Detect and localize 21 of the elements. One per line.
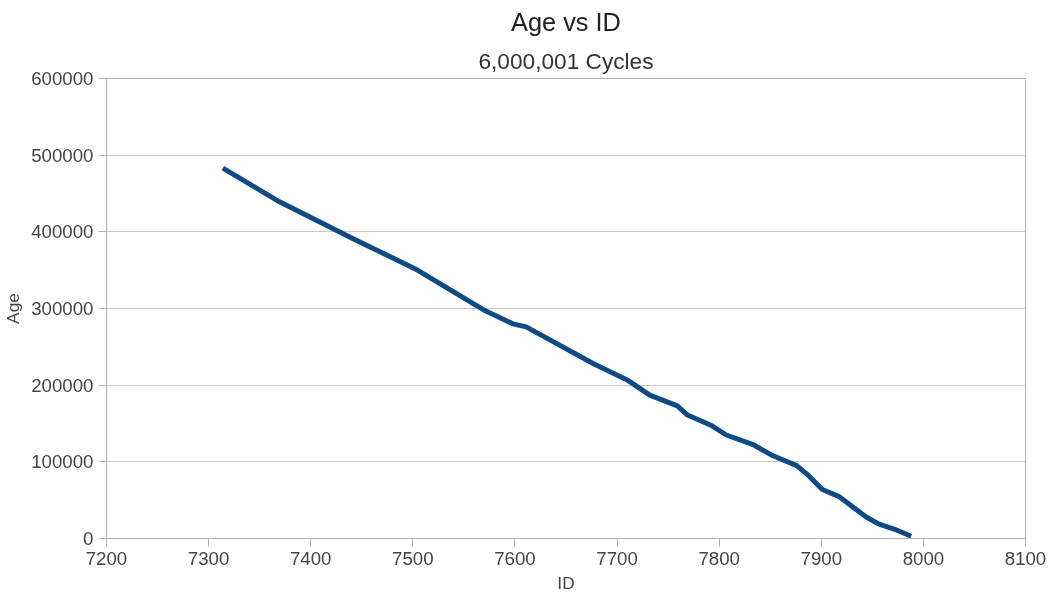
y-axis-title: Age [3,293,24,324]
x-tick-label: 8100 [1004,547,1047,569]
x-tick-label: 7400 [289,547,332,569]
y-tick-label: 600000 [31,68,94,89]
x-tick-label: 7900 [800,547,843,569]
y-tick-label: 100000 [31,451,94,473]
x-tick-label: 7600 [494,547,536,569]
x-tick-label: 7200 [85,547,128,569]
y-tick-label: 300000 [31,298,94,319]
y-tick-label: 0 [83,528,94,549]
chart-subtitle: 6,000,001 Cycles [478,47,654,74]
x-tick-label: 7500 [392,547,434,569]
x-axis-title: ID [557,572,575,593]
y-tick-label: 400000 [31,221,94,243]
x-tick-label: 7800 [698,547,740,569]
x-tick-label: 7300 [187,547,230,569]
x-tick-label: 8000 [902,547,945,569]
y-tick-label: 500000 [31,144,94,166]
chart-title: Age vs ID [511,7,621,36]
y-tick-label: 200000 [31,374,94,396]
x-tick-label: 7700 [596,547,638,569]
